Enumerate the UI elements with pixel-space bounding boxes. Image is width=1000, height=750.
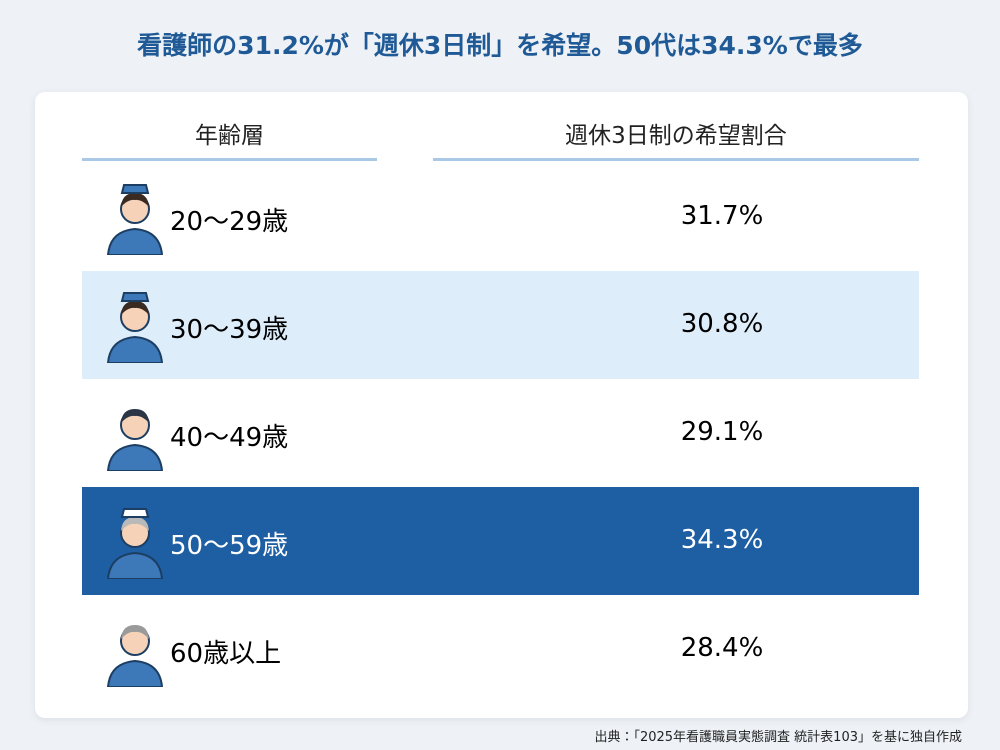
percentage: 28.4% [680,633,764,663]
header-cell: 週休3日制の希望割合 [565,123,787,149]
percentage: 34.3% [680,525,764,555]
title: 看護師の31.2%が「週休3日制」を希望。50代は34.3%で最多 [137,31,863,60]
nurse-icon [106,184,164,255]
percentage: 29.1% [680,417,764,447]
nurse-icon [106,508,164,579]
source-note: 出典：「2025年看護職員実態調査 統計表103」を基に独自作成 [594,730,962,745]
age-group: 20〜29歳 [170,207,289,237]
table-row: 40〜49歳 29.1% [82,379,919,487]
nurse-icon [106,292,164,363]
nurse-icon [106,625,164,687]
percentage: 30.8% [680,309,764,339]
percentage: 31.7% [680,201,764,231]
table-row: 50〜59歳 34.3% [82,487,919,595]
header-underline [433,158,919,161]
age-group: 50〜59歳 [170,531,289,561]
nurse-icon [106,409,164,471]
age-group: 60歳以上 [170,639,282,669]
age-group: 30〜39歳 [170,315,289,345]
table-row: 20〜29歳 31.7% [82,163,919,271]
header-cell: 年齢層 [195,123,264,149]
table-card: 年齢層 週休3日制の希望割合 20〜29歳 31.7% 30〜39歳 30.8% 40〜… [35,92,968,718]
table-row: 30〜39歳 30.8% [82,271,919,379]
header-underline [82,158,377,161]
table-row: 60歳以上 28.4% [82,595,919,703]
age-group: 40〜49歳 [170,423,289,453]
